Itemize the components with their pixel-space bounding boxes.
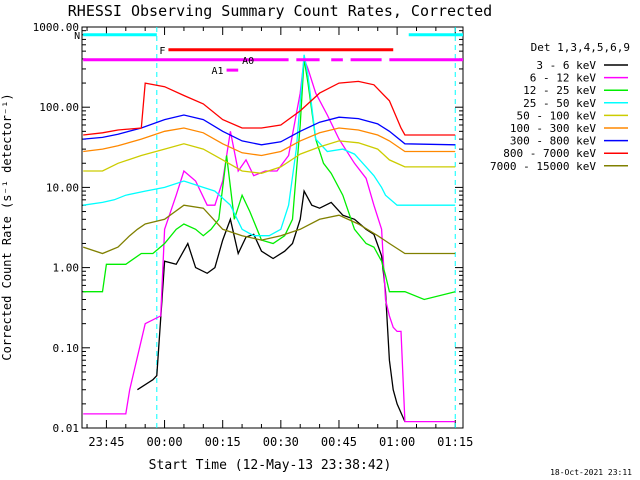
x-tick-label: 00:15 — [205, 435, 241, 449]
y-tick-label: 0.10 — [53, 342, 80, 355]
legend-label-9: 7000 - 15000 keV — [490, 160, 596, 173]
y-tick-label: 10.00 — [46, 181, 79, 194]
plot-area: 1000.00 100.00 10.00 1.00 0.10 0.01 23:45 00:00… — [33, 21, 474, 449]
x-axis-label: Start Time (12-May-13 23:38:42) — [149, 458, 392, 473]
status-label-N: N — [74, 31, 80, 42]
chart-title: RHESSI Observing Summary Count Rates, Co… — [68, 2, 492, 20]
legend-label-1: 3 - 6 keV — [536, 59, 596, 72]
series-line-5 — [83, 140, 456, 174]
series-line-4 — [83, 54, 456, 237]
series-line-8 — [83, 80, 456, 136]
legend-header: Det 1,3,4,5,6,9 — [531, 41, 630, 54]
status-label-F: F — [159, 46, 165, 57]
x-tick-label: 01:15 — [437, 435, 473, 449]
footer-date: 18-Oct-2021 23:11 — [550, 468, 632, 477]
legend-label-7: 300 - 800 keV — [510, 135, 596, 148]
status-label-A1: A1 — [212, 66, 224, 77]
x-tick-label: 01:00 — [379, 435, 415, 449]
legend-label-3: 12 - 25 keV — [523, 84, 596, 97]
y-tick-label: 1.00 — [53, 262, 80, 275]
series-group — [82, 54, 456, 423]
y-tick-label: 1000.00 — [33, 21, 79, 34]
series-line-2 — [83, 58, 456, 423]
series-line-6 — [83, 127, 456, 157]
legend-label-2: 6 - 12 keV — [530, 72, 597, 85]
x-tick-label: 23:45 — [88, 435, 124, 449]
legend-label-6: 100 - 300 keV — [510, 122, 596, 135]
y-axis-label: Corrected Count Rate (s⁻¹ detector⁻¹) — [0, 93, 14, 360]
y-tick-label: 100.00 — [39, 101, 79, 114]
x-tick-label: 00:45 — [321, 435, 357, 449]
legend-label-5: 50 - 100 keV — [517, 109, 597, 122]
x-tick-label: 00:00 — [146, 435, 182, 449]
series-line-1 — [137, 189, 406, 422]
status-label-A0: A0 — [242, 56, 254, 67]
series-line-9 — [82, 204, 456, 255]
legend-label-8: 800 - 7000 keV — [503, 147, 596, 160]
legend-label-4: 25 - 50 keV — [523, 97, 596, 110]
plot-frame — [81, 26, 464, 429]
y-tick-label: 0.01 — [53, 422, 80, 435]
series-line-3 — [83, 58, 456, 301]
x-tick-label: 00:30 — [263, 435, 299, 449]
